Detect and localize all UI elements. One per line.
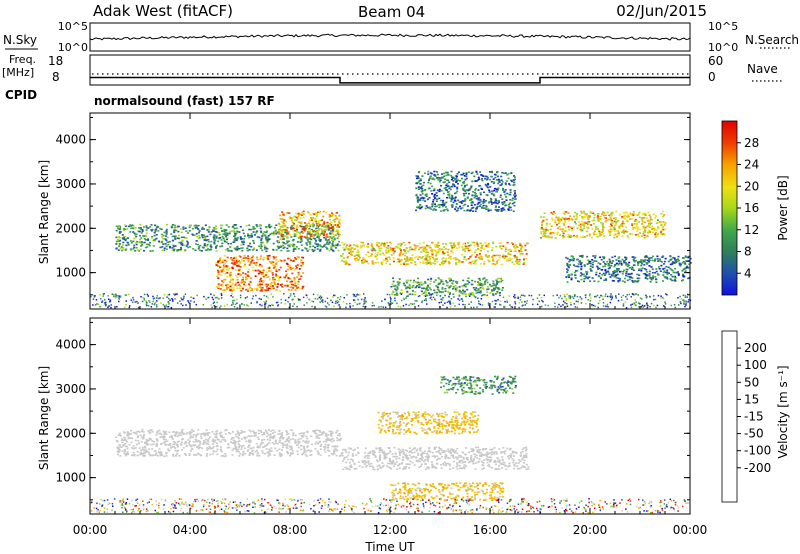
nsearch-label: N.Search (745, 33, 799, 47)
freq-trace (90, 76, 690, 84)
station-title: Adak West (fitACF) (93, 2, 233, 20)
velocity-colorbar (721, 330, 738, 503)
power-y-axis: 1000 2000 3000 4000 (55, 116, 690, 296)
velocity-colorbar-tick: -50 (744, 427, 764, 441)
power-colorbar-tick: 4 (744, 266, 752, 280)
freq-tick-bottom: 8 (52, 70, 60, 84)
freq-tick-top: 18 (48, 54, 63, 68)
nsky-panel: N.Sky 10^5 10^0 10^5 10^0 N.Search (3, 20, 799, 54)
power-colorbar-ticks: 4 8 12 16 20 24 28 (737, 136, 759, 280)
x-tick-label: 12:00 (373, 523, 408, 537)
nave-label: Nave (747, 62, 778, 76)
power-colorbar-tick: 16 (744, 201, 759, 215)
velocity-colorbar-tick: -15 (744, 410, 764, 424)
power-feature-7 (565, 254, 692, 283)
velocity-colorbar-tick: 50 (744, 375, 759, 389)
power-noise (90, 293, 692, 309)
time-x-axis: 00:00 04:00 08:00 12:00 16:00 20:00 00:00 (73, 113, 708, 537)
power-feature-4 (390, 277, 504, 297)
power-colorbar-tick: 28 (744, 136, 759, 150)
velocity-heatmap (90, 375, 690, 514)
nsky-trace (89, 33, 691, 41)
velocity-frame (89, 317, 691, 515)
velocity-feature-3 (377, 411, 480, 435)
nave-tick-top: 60 (708, 54, 723, 68)
date-title: 02/Jun/2015 (616, 2, 707, 20)
power-colorbar-tick: 20 (744, 179, 759, 193)
power-feature-3 (340, 241, 529, 266)
velocity-noise (90, 498, 690, 514)
power-panel: 1000 2000 3000 4000 Slant Range [km] 4 8 12 16… (37, 112, 790, 310)
velocity-colorbar-tick: -100 (744, 444, 771, 458)
velocity-colorbar-tick: 200 (744, 341, 767, 355)
velocity-colorbar-tick: 15 (744, 392, 759, 406)
y-tick-label: 2000 (55, 221, 86, 235)
y-tick-label: 4000 (55, 133, 86, 147)
power-colorbar-tick: 12 (744, 223, 759, 237)
freq-label-line1: Freq. (9, 53, 36, 66)
power-feature-1 (215, 254, 305, 292)
power-feature-2 (277, 210, 342, 239)
power-colorbar-tick: 24 (744, 158, 759, 172)
nsky-label: N.Sky (3, 33, 37, 47)
x-tick-label: 16:00 (473, 523, 508, 537)
velocity-feature-1 (340, 446, 530, 471)
nsearch-tick-top: 10^5 (708, 20, 738, 33)
nsearch-tick-bottom: 10^0 (708, 41, 738, 54)
velocity-colorbar-label: Velocity [m s⁻¹] (776, 365, 790, 458)
nsky-frame (89, 22, 691, 52)
x-tick-label: 20:00 (573, 523, 608, 537)
velocity-panel: 1000 2000 3000 4000 00:00 04:00 08:00 12:00 16:… (37, 113, 790, 554)
y-tick-label: 3000 (55, 177, 86, 191)
velocity-y-axis: 1000 2000 3000 4000 (55, 321, 690, 501)
velocity-feature-4 (440, 375, 517, 395)
y-tick-label: 1000 (55, 471, 86, 485)
freq-panel: Freq. [MHz] 18 8 60 0 Nave (2, 53, 784, 86)
time-xlabel: Time UT (364, 540, 415, 554)
velocity-feature-0 (115, 428, 342, 458)
velocity-colorbar-tick: -200 (744, 461, 771, 475)
power-feature-6 (540, 210, 667, 239)
power-frame (89, 112, 691, 310)
freq-frame (89, 54, 691, 86)
x-tick-label: 04:00 (173, 523, 208, 537)
power-colorbar (721, 120, 738, 296)
y-tick-label: 1000 (55, 266, 86, 280)
power-colorbar-tick: 8 (744, 245, 752, 259)
x-tick-label: 00:00 (673, 523, 708, 537)
freq-label-line2: [MHz] (2, 66, 34, 79)
velocity-ylabel: Slant Range [km] (37, 366, 51, 470)
velocity-feature-2 (390, 482, 505, 502)
nsky-tick-bottom: 10^0 (58, 41, 88, 54)
nsky-tick-top: 10^5 (58, 20, 88, 33)
beam-title: Beam 04 (358, 3, 425, 21)
cpid-label: CPID (5, 88, 37, 102)
y-tick-label: 4000 (55, 338, 86, 352)
nave-tick-bottom: 0 (708, 70, 716, 84)
cpid-program: normalsound (fast) 157 RF (94, 94, 275, 108)
velocity-colorbar-ticks: 200 100 50 15 -15 -50 -100 -200 (737, 341, 771, 475)
power-colorbar-label: Power [dB] (776, 175, 790, 240)
power-ylabel: Slant Range [km] (37, 160, 51, 264)
x-tick-label: 00:00 (73, 523, 108, 537)
power-heatmap (90, 170, 692, 309)
velocity-colorbar-tick: 100 (744, 358, 767, 372)
y-tick-label: 3000 (55, 382, 86, 396)
y-tick-label: 2000 (55, 426, 86, 440)
x-tick-label: 08:00 (273, 523, 308, 537)
power-feature-5 (415, 170, 517, 213)
